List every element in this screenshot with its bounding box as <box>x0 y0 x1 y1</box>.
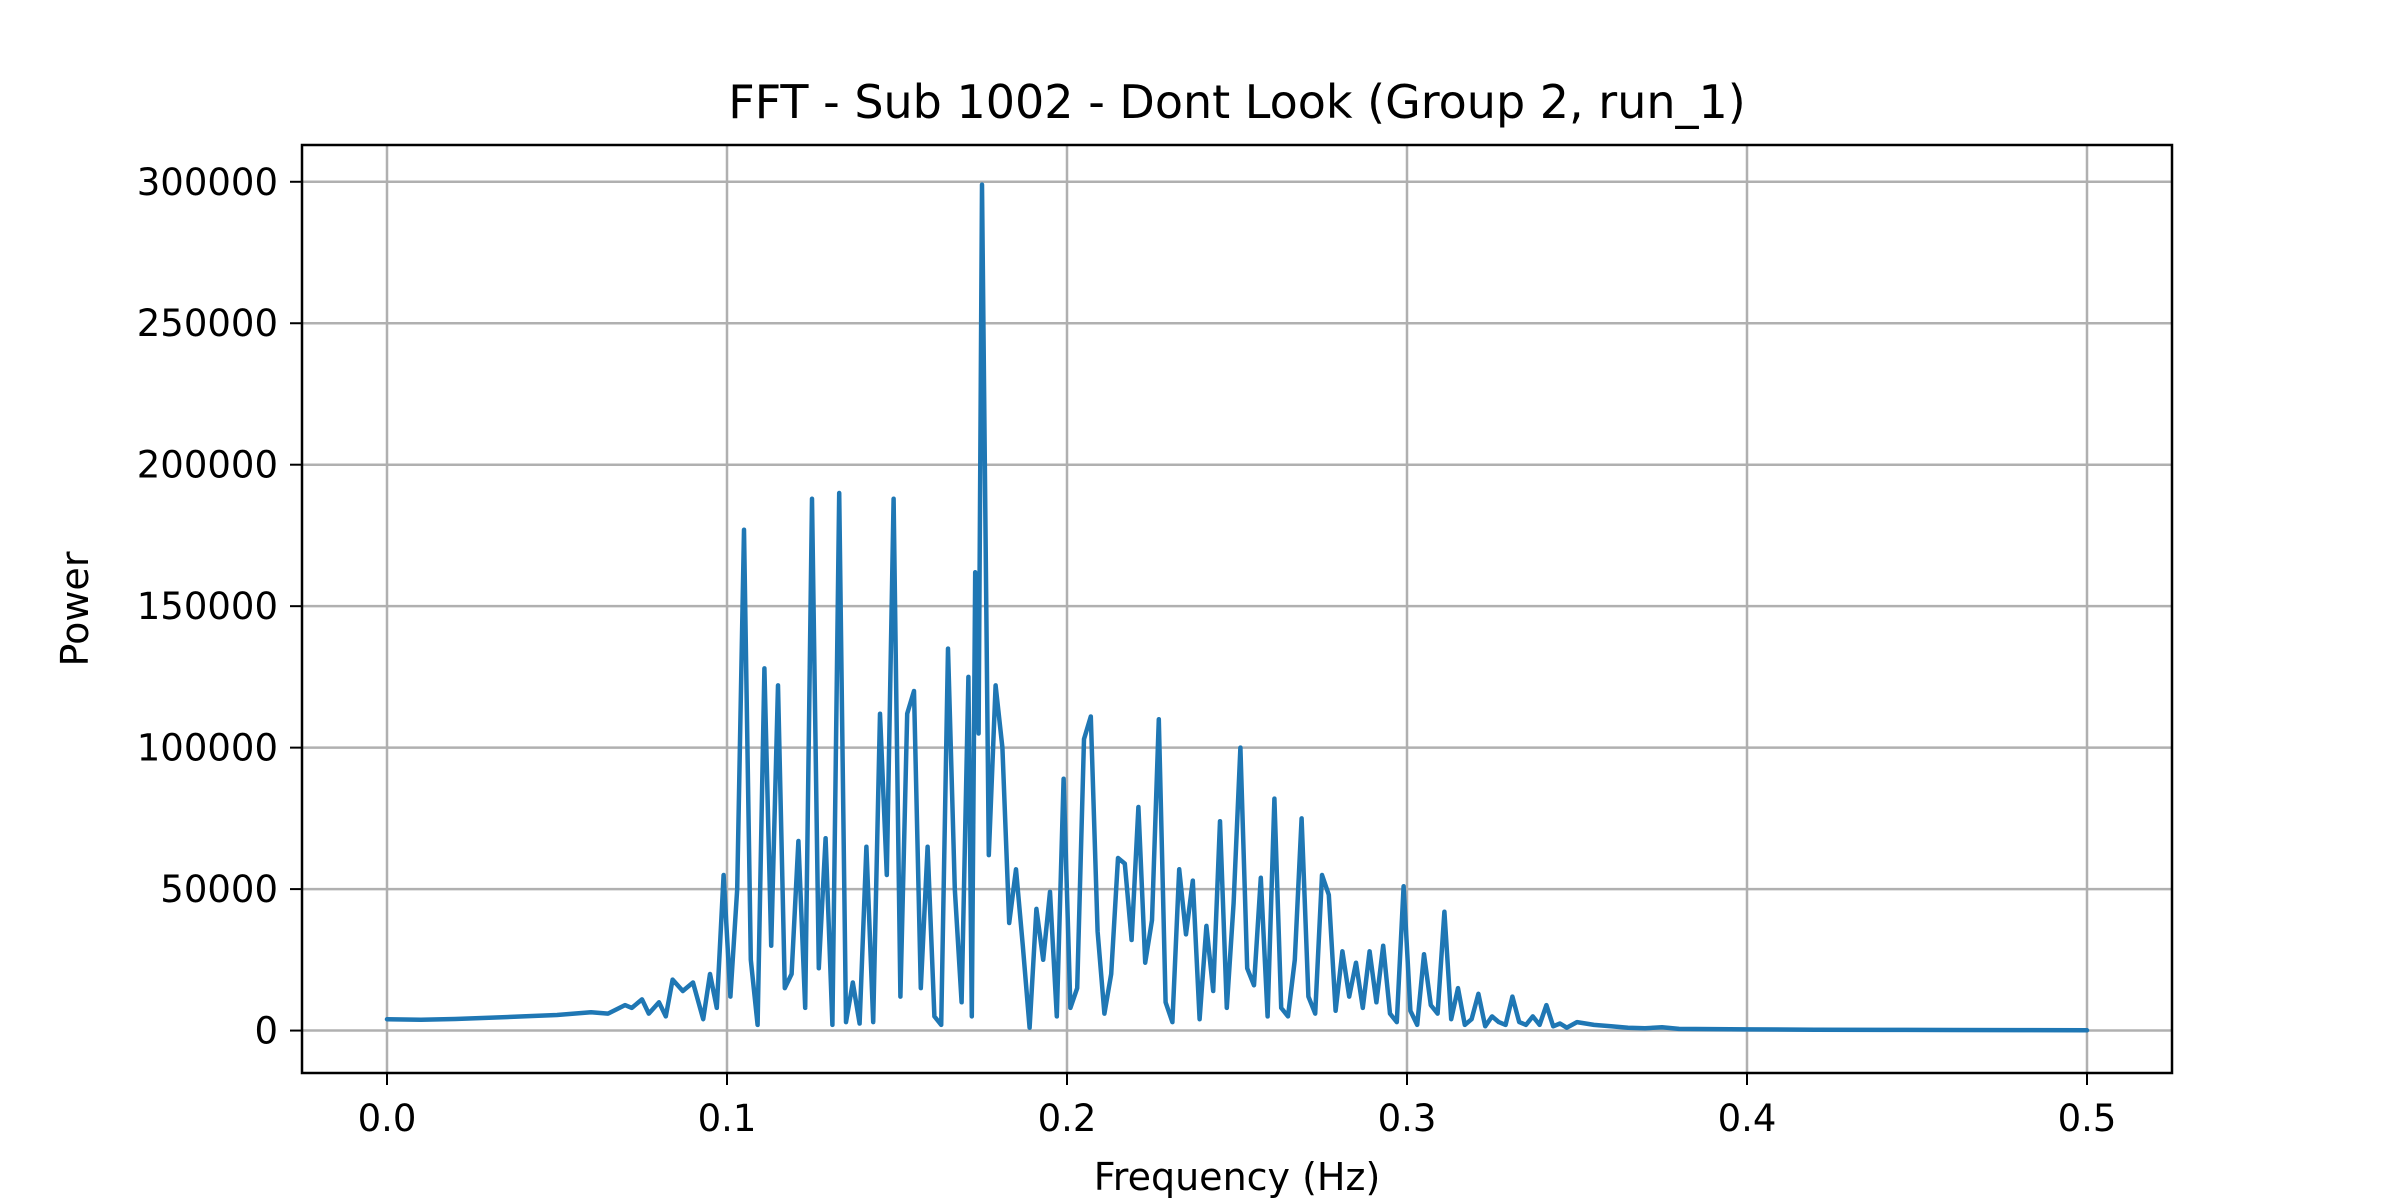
y-tick-label: 0 <box>254 1010 278 1053</box>
series-line <box>384 182 2090 1033</box>
y-tick-label: 250000 <box>137 302 278 345</box>
chart-title: FFT - Sub 1002 - Dont Look (Group 2, run… <box>728 75 1745 129</box>
y-tick-label: 50000 <box>160 868 278 911</box>
series-group <box>384 182 2090 1033</box>
y-axis-ticks: 0 50000 100000 150000 200000 250000 300000 <box>137 161 302 1053</box>
x-tick-label: 0.2 <box>1038 1097 1097 1140</box>
x-tick-label: 0.0 <box>358 1097 417 1140</box>
x-tick-label: 0.4 <box>1718 1097 1777 1140</box>
y-tick-label: 300000 <box>137 161 278 204</box>
x-tick-label: 0.3 <box>1378 1097 1437 1140</box>
y-tick-label: 200000 <box>137 444 278 487</box>
x-tick-label: 0.1 <box>698 1097 757 1140</box>
plot-frame <box>300 143 2174 1075</box>
x-axis-label: Frequency (Hz) <box>1094 1155 1381 1199</box>
x-tick-label: 0.5 <box>2058 1097 2117 1140</box>
y-tick-label: 100000 <box>137 727 278 770</box>
y-axis-label: Power <box>53 551 97 666</box>
x-axis-ticks: 0.0 0.1 0.2 0.3 0.4 0.5 <box>358 1073 2117 1140</box>
y-tick-label: 150000 <box>137 585 278 628</box>
